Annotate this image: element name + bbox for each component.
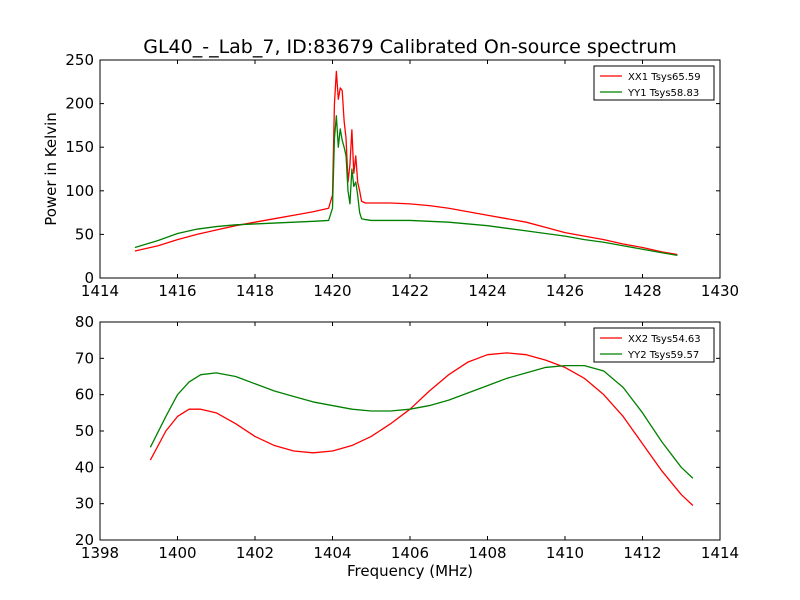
top-y-tick-label: 0: [84, 269, 94, 287]
top-x-tick-label: 1416: [158, 282, 196, 300]
bottom-y-tick-label: 60: [75, 386, 94, 404]
bottom-legend-box: [593, 327, 715, 363]
bottom-legend-label-2: YY2 Tsys59.57: [627, 350, 699, 361]
bottom-legend-label-1: XX2 Tsys54.63: [628, 334, 701, 345]
bottom-series-line-2: [149, 364, 694, 479]
top-x-tick-label: 1414: [81, 282, 119, 300]
top-panel-spectrum: 1414 1416 1418 1420 1422 1424 1426 1428 1430 0 50 1…: [42, 51, 739, 300]
top-x-tick-label: 1426: [546, 282, 584, 300]
bottom-x-tick-label: 1404: [313, 544, 351, 562]
bottom-y-tick-label: 80: [75, 313, 94, 331]
bottom-y-tick-label: 30: [75, 495, 94, 513]
bottom-x-tick-label: 1410: [546, 544, 584, 562]
top-x-tick-label: 1420: [313, 282, 351, 300]
bottom-x-tick-label: 1402: [236, 544, 274, 562]
bottom-x-tick-label: 1414: [701, 544, 739, 562]
top-legend-label-1: XX1 Tsys65.59: [628, 72, 701, 83]
top-x-tick-label: 1418: [236, 282, 274, 300]
top-x-tick-label: 1422: [391, 282, 429, 300]
bottom-y-tick-label: 50: [75, 422, 94, 440]
bottom-x-tick-label: 1412: [623, 544, 661, 562]
top-y-tick-label: 200: [65, 95, 94, 113]
bottom-y-tick-label: 70: [75, 349, 94, 367]
top-legend-box: [593, 65, 715, 101]
top-x-tick-label: 1424: [468, 282, 506, 300]
top-x-tick-label: 1428: [623, 282, 661, 300]
bottom-y-tick-label: 40: [75, 458, 94, 476]
bottom-x-tick-label: 1398: [81, 544, 119, 562]
top-x-tick-label: 1430: [701, 282, 739, 300]
top-y-tick-label: 150: [65, 138, 94, 156]
chart-title: GL40_-_Lab_7, ID:83679 Calibrated On-sou…: [143, 36, 677, 58]
bottom-x-tick-label: 1406: [391, 544, 429, 562]
top-legend-label-2: YY1 Tsys58.83: [627, 88, 699, 99]
top-legend: XX1 Tsys65.59 YY1 Tsys58.83: [593, 65, 715, 101]
bottom-x-tick-label: 1400: [158, 544, 196, 562]
top-y-axis-label: Power in Kelvin: [42, 112, 60, 226]
top-series-line-1: [134, 70, 678, 256]
top-y-tick-label: 50: [75, 225, 94, 243]
top-series-line-2: [134, 115, 678, 256]
bottom-y-tick-label: 20: [75, 531, 94, 549]
bottom-x-tick-label: 1408: [468, 544, 506, 562]
bottom-x-axis-label: Frequency (MHz): [347, 562, 473, 580]
bottom-legend: XX2 Tsys54.63 YY2 Tsys59.57: [593, 327, 715, 363]
top-y-tick-label: 100: [65, 182, 94, 200]
bottom-panel-spectrum: 1398 1400 1402 1404 1406 1408 1410 1412 1414 20 30…: [75, 313, 739, 580]
top-y-tick-label: 250: [65, 51, 94, 69]
